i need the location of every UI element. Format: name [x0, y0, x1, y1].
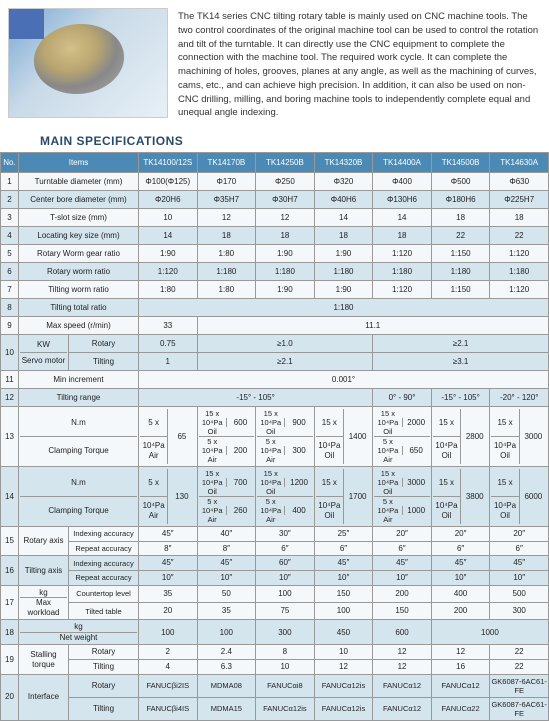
row-9: 9Max speed (r/min)3311.1: [1, 317, 549, 335]
row-18: 18kgNet weight1001003004506001000: [1, 620, 549, 645]
row-19b: Tilting46.31012121622: [1, 660, 549, 675]
row-7: 7Tilting worm ratio1:801:801:901:901:120…: [1, 281, 549, 299]
row-11: 11Min increment0.001°: [1, 371, 549, 389]
row-12: 12Tilting range-15° - 105°0° - 90°-15° -…: [1, 389, 549, 407]
row-5: 5Rotary Worm gear ratio1:901:801:901:901…: [1, 245, 549, 263]
spec-title: MAIN SPECIFICATIONS: [0, 128, 549, 152]
product-description: The TK14 series CNC tilting rotary table…: [178, 8, 541, 120]
hdr-m3: TK14250B: [256, 153, 315, 173]
row-19a: 19Stalling torqueRotary22.4810121222: [1, 645, 549, 660]
row-8: 8Tilting total ratio1:180: [1, 299, 549, 317]
row-13: 13 N.mClamping Torque 5 x10⁴Pa Air65 15 …: [1, 407, 549, 467]
product-image: [8, 8, 168, 118]
row-6: 6Rotary worm ratio1:1201:1801:1801:1801:…: [1, 263, 549, 281]
hdr-m2: TK14170B: [197, 153, 256, 173]
hdr-m4: TK14320B: [314, 153, 373, 173]
row-17b: Tilted table203575100150200300: [1, 602, 549, 619]
hdr-m7: TK14630A: [490, 153, 549, 173]
row-10a: 10 KWServo motor Rotary 0.75≥1.0≥2.1: [1, 335, 549, 353]
hdr-no: No.: [1, 153, 19, 173]
hdr-m6: TK14500B: [431, 153, 490, 173]
row-1: 1Turntable diameter (mm)Φ100(Φ125)Φ170Φ2…: [1, 173, 549, 191]
row-3: 3T-slot size (mm)10121214141818: [1, 209, 549, 227]
hdr-m5: TK14400A: [373, 153, 432, 173]
row-2: 2Center bore diameter (mm)Φ20H6Φ35H7Φ30H…: [1, 191, 549, 209]
row-4: 4Locating key size (mm)14181818182222: [1, 227, 549, 245]
row-16b: Repeat accuracy10″10″10″10″10″10″10″: [1, 570, 549, 585]
r14-label: N.mClamping Torque: [19, 467, 139, 527]
row-10-label: KWServo motor: [19, 335, 69, 371]
r13-label: N.mClamping Torque: [19, 407, 139, 467]
row-20b: TiltingFANUCβi4ISMDMA15FANUCα12isFANUCα1…: [1, 697, 549, 720]
row-14: 14 N.mClamping Torque 5 x10⁴Pa Air130 15…: [1, 467, 549, 527]
row-15a: 15Rotary axisIndexing accuracy45″40″30″2…: [1, 527, 549, 542]
row-15b: Repeat accuracy8″8″6″6″6″6″6″: [1, 541, 549, 556]
hdr-items: Items: [19, 153, 139, 173]
header-row: No. Items TK14100/12S TK14170B TK14250B …: [1, 153, 549, 173]
row-10b: Tilting 1≥2.1≥3.1: [1, 353, 549, 371]
hdr-m1: TK14100/12S: [139, 153, 198, 173]
row-16a: 16Tilting axisIndexing accuracy45″45″60″…: [1, 556, 549, 571]
spec-table: No. Items TK14100/12S TK14170B TK14250B …: [0, 152, 549, 721]
row-17a: 17kgMax workloadCountertop level35501001…: [1, 585, 549, 602]
row-20a: 20InterfaceRotaryFANUCβi2ISMDMA08FANUCαi…: [1, 674, 549, 697]
